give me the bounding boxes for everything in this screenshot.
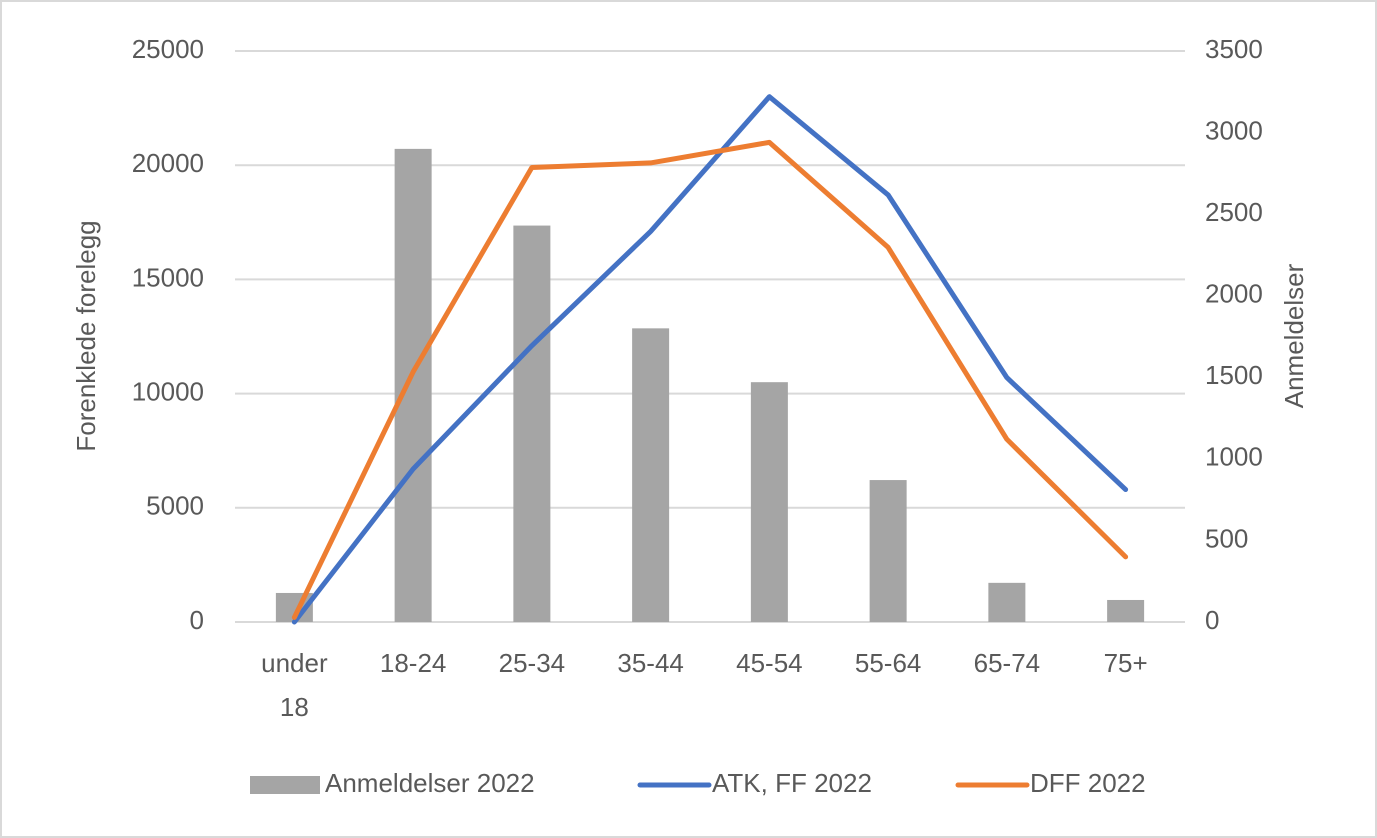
y2-tick-label: 3500	[1205, 34, 1263, 64]
legend-label: ATK, FF 2022	[712, 768, 872, 798]
y-tick-label: 15000	[132, 262, 204, 292]
y2-axis-title: Anmeldelser	[1279, 263, 1309, 408]
y2-tick-label: 2000	[1205, 279, 1263, 309]
y2-tick-label: 1000	[1205, 442, 1263, 472]
x-tick-label: 75+	[1104, 648, 1148, 678]
y-axis-title: Forenklede forelegg	[71, 220, 101, 451]
bar	[1107, 599, 1145, 622]
y-tick-label: 25000	[132, 34, 204, 64]
y2-tick-label: 3000	[1205, 115, 1263, 145]
y-tick-label: 0	[190, 605, 204, 635]
line	[291, 94, 1129, 625]
y-tick-label: 5000	[146, 491, 204, 521]
x-tick-label: under 18	[261, 648, 328, 722]
y-tick-label: 10000	[132, 376, 204, 406]
x-tick-label: 18-24	[380, 648, 447, 678]
x-tick-label: 55-64	[855, 648, 922, 678]
x-tick-label: 35-44	[617, 648, 684, 678]
y2-tick-label: 500	[1205, 523, 1248, 553]
line	[291, 139, 1129, 620]
bar	[513, 225, 551, 622]
bar	[988, 582, 1026, 622]
bar	[394, 148, 432, 622]
y2-tick-label: 0	[1205, 605, 1219, 635]
x-tick-label: 65-74	[974, 648, 1041, 678]
bar	[750, 382, 788, 622]
legend-swatch	[250, 776, 320, 794]
legend-label: Anmeldelser 2022	[325, 768, 535, 798]
bar	[632, 328, 670, 622]
x-tick-label: 25-34	[499, 648, 566, 678]
y2-tick-label: 1500	[1205, 360, 1263, 390]
y2-tick-label: 2500	[1205, 197, 1263, 227]
bar	[869, 480, 907, 622]
legend-label: DFF 2022	[1030, 768, 1146, 798]
y-tick-label: 20000	[132, 148, 204, 178]
x-tick-label: 45-54	[736, 648, 803, 678]
